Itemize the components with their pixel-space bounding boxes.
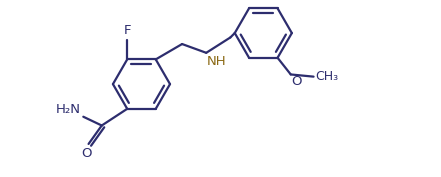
Text: O: O [291, 75, 302, 88]
Text: CH₃: CH₃ [315, 70, 338, 83]
Text: H₂N: H₂N [56, 103, 81, 116]
Text: NH: NH [207, 55, 227, 68]
Text: O: O [81, 147, 92, 161]
Text: F: F [123, 24, 131, 38]
